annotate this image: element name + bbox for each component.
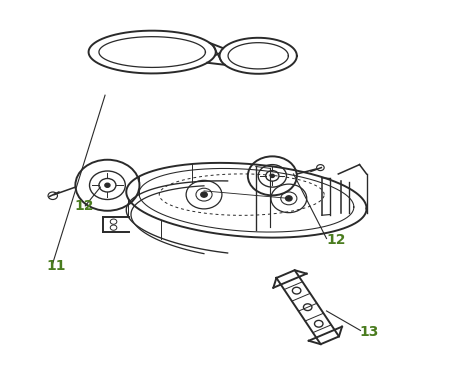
Text: 12: 12 [327, 232, 346, 247]
Circle shape [201, 192, 207, 197]
Text: 12: 12 [74, 199, 94, 213]
Circle shape [105, 183, 110, 187]
Circle shape [270, 174, 274, 177]
Circle shape [286, 196, 292, 201]
Text: 13: 13 [359, 325, 379, 339]
Text: 11: 11 [46, 259, 66, 273]
